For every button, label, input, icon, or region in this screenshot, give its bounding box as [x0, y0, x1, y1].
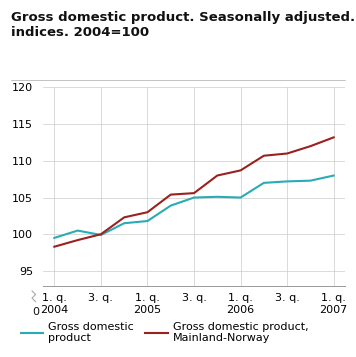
Line: Gross domestic
product: Gross domestic product	[54, 176, 334, 238]
Gross domestic product,
Mainland-Norway	[239, 168, 243, 172]
Gross domestic product,
Mainland-Norway	[192, 191, 196, 195]
Gross domestic
product	[145, 219, 150, 223]
Legend: Gross domestic
product, Gross domestic product,
Mainland-Norway: Gross domestic product, Gross domestic p…	[16, 317, 313, 348]
Gross domestic product,
Mainland-Norway	[285, 151, 289, 156]
Gross domestic
product	[192, 195, 196, 200]
Gross domestic product,
Mainland-Norway	[75, 238, 80, 242]
Gross domestic
product	[169, 203, 173, 208]
Gross domestic product,
Mainland-Norway	[122, 215, 126, 220]
Text: 0: 0	[32, 307, 39, 317]
Gross domestic product,
Mainland-Norway	[331, 135, 336, 140]
Gross domestic product,
Mainland-Norway	[215, 174, 219, 178]
Gross domestic
product	[308, 178, 313, 183]
Gross domestic
product	[285, 179, 289, 183]
Gross domestic
product	[52, 236, 57, 240]
Gross domestic product,
Mainland-Norway	[308, 144, 313, 148]
Gross domestic
product	[215, 195, 219, 199]
Gross domestic product,
Mainland-Norway	[145, 210, 150, 214]
Gross domestic
product	[262, 181, 266, 185]
Gross domestic
product	[239, 195, 243, 200]
Gross domestic
product	[99, 233, 103, 237]
Gross domestic product,
Mainland-Norway	[99, 232, 103, 236]
Gross domestic
product	[122, 221, 126, 225]
Line: Gross domestic product,
Mainland-Norway: Gross domestic product, Mainland-Norway	[54, 137, 334, 247]
Gross domestic
product	[331, 174, 336, 178]
Gross domestic product,
Mainland-Norway	[262, 154, 266, 158]
Gross domestic product,
Mainland-Norway	[169, 192, 173, 197]
Gross domestic product,
Mainland-Norway	[52, 245, 57, 249]
Gross domestic
product	[75, 228, 80, 233]
Text: Gross domestic product. Seasonally adjusted. Volume
indices. 2004=100: Gross domestic product. Seasonally adjus…	[11, 11, 356, 39]
